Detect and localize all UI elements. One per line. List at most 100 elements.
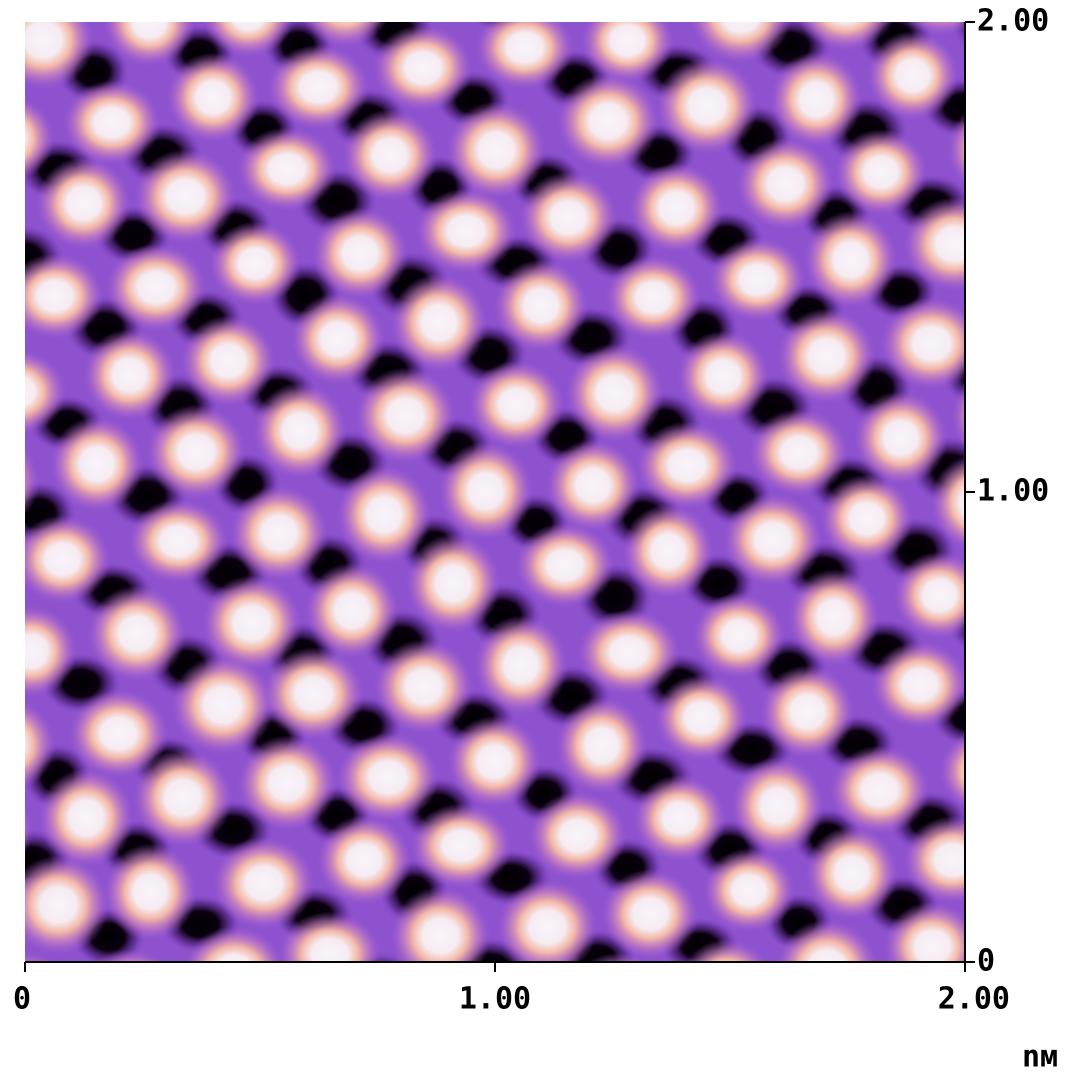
bright-spot <box>25 22 95 90</box>
bright-spot <box>68 689 169 778</box>
dark-spot <box>985 501 1069 567</box>
bright-spot <box>632 774 727 862</box>
bright-spot <box>893 551 965 640</box>
bright-spot <box>676 330 770 423</box>
x-unit: nм <box>1022 1040 1058 1075</box>
bright-spot <box>277 911 382 962</box>
bright-spot <box>25 700 56 789</box>
bright-spot <box>446 101 547 200</box>
bright-spot <box>405 533 501 634</box>
bright-spot <box>473 615 569 715</box>
dark-spot <box>1027 68 1079 132</box>
dark-spot <box>627 994 706 1061</box>
bright-spot <box>866 30 959 121</box>
bright-spot <box>787 568 881 667</box>
bright-spot <box>132 748 233 848</box>
dark-spot <box>1030 679 1079 738</box>
bright-spot <box>946 111 965 187</box>
bright-spot <box>805 825 899 921</box>
bright-spot <box>708 237 806 322</box>
bright-spot <box>390 886 491 962</box>
bright-spot <box>316 815 412 905</box>
bright-spot <box>415 188 517 274</box>
bright-spot <box>180 315 276 407</box>
bright-spot <box>342 109 438 202</box>
x-tick-label: 1.00 <box>459 982 531 1017</box>
bright-spot <box>628 162 724 254</box>
bright-spot <box>730 756 825 855</box>
bright-spot <box>702 848 796 933</box>
bright-spot <box>262 647 365 741</box>
bright-spot <box>803 210 898 309</box>
bright-spot <box>38 768 135 868</box>
bright-spot <box>304 562 400 659</box>
bright-spot <box>146 404 247 500</box>
bright-spot <box>25 349 67 435</box>
bright-spot <box>736 137 835 231</box>
bright-spot <box>798 22 893 51</box>
bright-spot <box>36 157 131 250</box>
bright-spot <box>94 949 166 962</box>
bright-spot <box>336 732 440 823</box>
dark-spot <box>1007 419 1079 477</box>
bright-spot <box>769 51 863 148</box>
bright-spot <box>580 22 675 83</box>
dark-spot <box>1041 937 1079 997</box>
bright-spot <box>565 343 665 443</box>
bright-spot <box>105 243 207 332</box>
dark-spot <box>246 974 323 1032</box>
bright-spot <box>834 129 928 216</box>
bright-spot <box>776 308 876 405</box>
bright-spot <box>902 815 965 904</box>
bright-spot <box>62 80 162 166</box>
bright-spot <box>689 22 792 64</box>
bright-spot <box>25 806 34 855</box>
bright-spot <box>447 715 542 808</box>
bright-spot <box>267 44 370 130</box>
bright-spot <box>748 408 849 497</box>
bright-spot <box>555 696 648 795</box>
x-tick-label: 2.00 <box>938 982 1010 1017</box>
bright-spot <box>184 926 285 962</box>
bright-spot <box>654 674 749 762</box>
bright-spot <box>759 665 855 759</box>
bright-spot <box>545 439 641 532</box>
bright-spot <box>819 474 914 563</box>
bright-spot <box>722 493 823 587</box>
bright-spot <box>776 919 878 962</box>
bright-spot <box>25 855 110 955</box>
x-tick-label: 0 <box>13 982 31 1017</box>
bright-spot <box>496 879 598 962</box>
bright-spot <box>373 639 474 735</box>
bright-spot <box>685 938 769 962</box>
y-tick-label: 2.00 <box>977 4 1049 39</box>
bright-spot <box>870 640 965 730</box>
bright-spot <box>950 381 965 451</box>
bright-spot <box>0 182 23 272</box>
bright-spot <box>49 416 145 512</box>
bright-spot <box>586 952 648 962</box>
bright-spot <box>468 360 565 449</box>
bright-spot <box>905 22 965 36</box>
bright-spot <box>409 803 513 889</box>
bright-spot <box>252 382 348 480</box>
bright-spot <box>883 901 965 962</box>
bright-spot <box>290 293 386 385</box>
bright-spot <box>25 605 78 698</box>
y-tick-label: 0 <box>977 944 995 979</box>
bright-spot <box>438 441 534 541</box>
bright-spot <box>601 869 699 960</box>
bright-spot <box>372 24 473 112</box>
bright-spot <box>829 745 931 835</box>
bright-spot <box>622 503 715 599</box>
bright-spot <box>103 843 198 941</box>
bright-spot <box>519 171 618 264</box>
bright-spot <box>134 149 237 244</box>
dark-spot <box>143 993 219 1055</box>
dark-spot <box>1000 774 1075 833</box>
bright-spot <box>880 297 965 390</box>
bright-spot <box>170 655 275 755</box>
bright-spot <box>493 259 589 352</box>
dark-spot <box>525 1010 605 1075</box>
